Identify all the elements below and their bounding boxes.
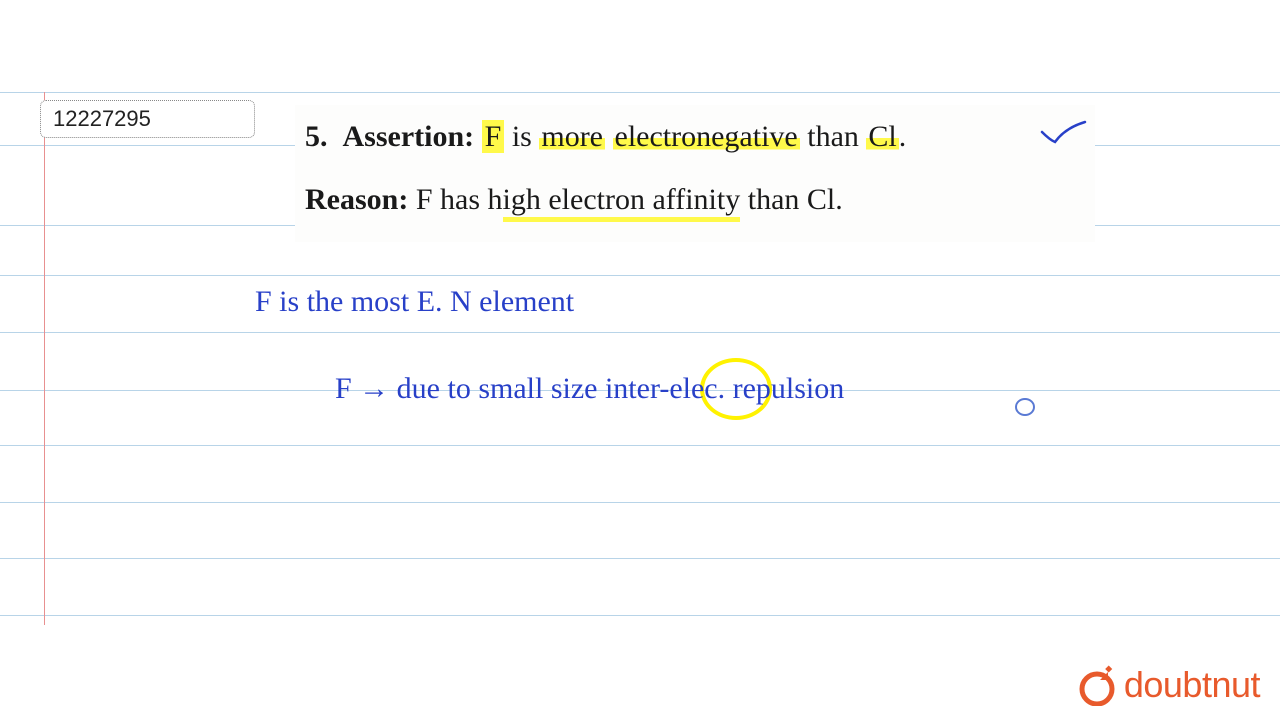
assertion-cl: Cl: [866, 120, 898, 153]
ruled-line: [0, 92, 1280, 93]
doubtnut-logo[interactable]: doubtnut: [1076, 664, 1260, 706]
question-block: 5. Assertion: F is more electronegative …: [295, 105, 1095, 242]
ruled-line: [0, 445, 1280, 446]
ruled-line: [0, 332, 1280, 333]
ruled-line: [0, 502, 1280, 503]
handwritten-note-2: F → due to small size inter-elec. repuls…: [335, 372, 844, 406]
reason-label: Reason:: [305, 183, 408, 216]
margin-line: [44, 92, 45, 625]
assertion-line: 5. Assertion: F is more electronegative …: [305, 113, 1085, 161]
ruled-line: [0, 558, 1280, 559]
assertion-text: is more electronegative than: [504, 120, 866, 153]
logo-icon: [1076, 664, 1118, 706]
handwritten-note-1: F is the most E. N element: [255, 285, 574, 319]
question-id: 12227295: [53, 106, 151, 132]
assertion-label: Assertion:: [343, 120, 475, 153]
reason-text: F has high electron affinity than Cl.: [416, 183, 843, 222]
reason-line: Reason: F has high electron affinity tha…: [305, 173, 1085, 227]
logo-text: doubtnut: [1124, 664, 1260, 706]
checkmark-icon: [1040, 118, 1090, 148]
ruled-line: [0, 615, 1280, 616]
question-id-box: 12227295: [40, 100, 255, 138]
question-number: 5.: [305, 120, 328, 153]
ruled-line: [0, 275, 1280, 276]
blue-cursor-circle: [1015, 398, 1035, 416]
assertion-f: F: [482, 120, 505, 153]
assertion-end: .: [899, 120, 907, 153]
